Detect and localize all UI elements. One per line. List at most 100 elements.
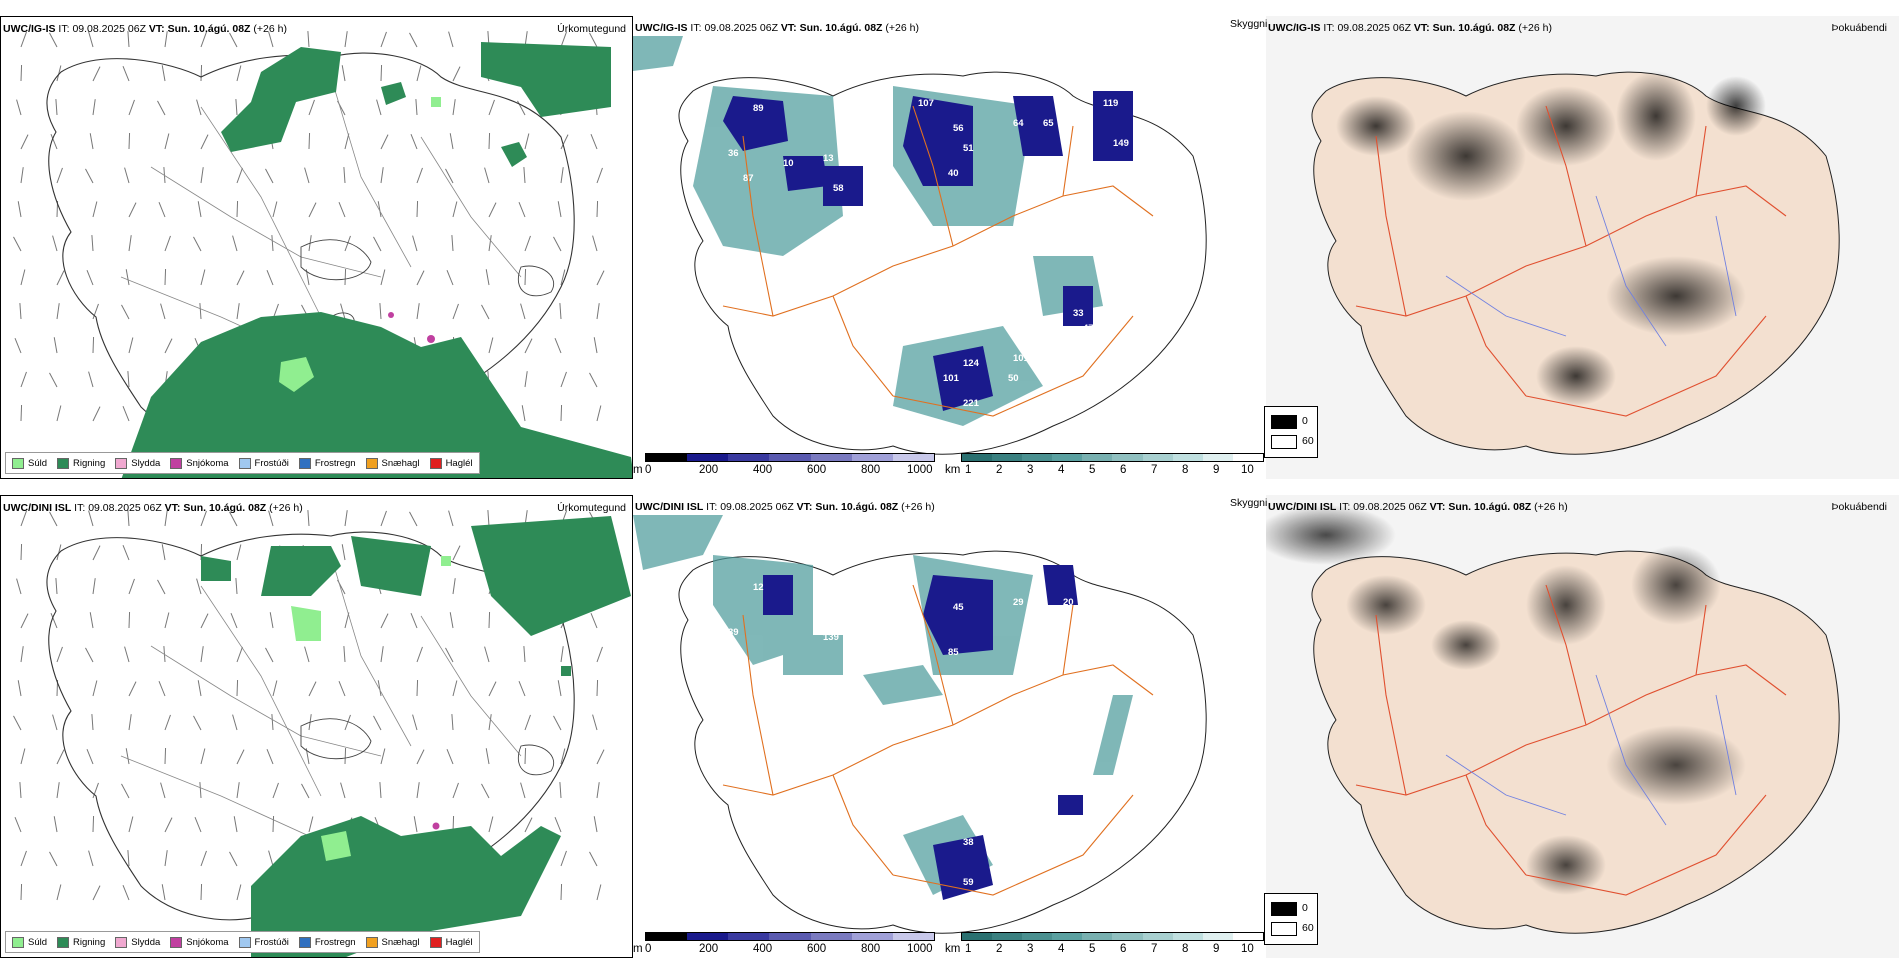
wind-barb: [488, 337, 494, 354]
cloud-base-label: 39: [728, 627, 739, 638]
fog-legend-black: [1271, 415, 1297, 429]
legend-item: Frostúði: [238, 457, 289, 469]
wind-barb: [236, 303, 240, 320]
wind-barb: [524, 133, 530, 150]
wind-barb: [161, 884, 166, 901]
wind-barb: [92, 885, 101, 901]
wind-barb: [596, 200, 599, 218]
field-name: Þokuábendi: [1831, 22, 1887, 34]
wind-barb: [410, 133, 418, 150]
wind-barb: [20, 543, 23, 561]
legend-item: Rigning: [57, 936, 105, 948]
wind-barb: [92, 336, 95, 354]
field-name: Úrkomutegund: [557, 23, 626, 35]
wind-barb: [56, 544, 62, 561]
wind-barb: [128, 816, 134, 833]
fog-legend-value: 0: [1302, 902, 1308, 914]
wind-barb: [92, 66, 101, 82]
wind-barb: [196, 578, 202, 595]
field-name: Úrkomutegund: [557, 502, 626, 514]
colorbar-tick: 1: [965, 464, 972, 476]
wind-barb: [200, 134, 209, 150]
wind-barb: [200, 883, 203, 901]
wind-barb: [164, 338, 173, 354]
cloud-base-label: 102: [1073, 128, 1089, 139]
wind-barb: [304, 646, 310, 663]
wind-barb: [445, 647, 454, 663]
wind-barb: [488, 235, 492, 252]
wind-barb: [229, 32, 238, 48]
wind-barb: [307, 31, 310, 48]
colorbar-tick: 1: [965, 943, 972, 955]
wind-barb: [596, 679, 599, 697]
colorbar-tick: 10: [1241, 943, 1254, 955]
colorbar-unit: m: [633, 943, 643, 955]
wind-barb: [164, 850, 168, 867]
wind-barb: [17, 201, 22, 218]
colorbar-tick: 600: [807, 943, 827, 955]
wind-barb: [53, 337, 58, 354]
colorbar-tick: 7: [1151, 943, 1158, 955]
wind-barb: [86, 748, 94, 765]
wind-barb: [524, 817, 533, 833]
wind-barb: [125, 748, 130, 765]
wind-barb: [560, 134, 569, 150]
panel-title: UWC/DINI ISL IT: 09.08.2025 06Z VT: Sun.…: [1268, 501, 1568, 513]
cloud-base-label: 119: [1103, 98, 1118, 109]
colorbar-tick: 200: [699, 943, 719, 955]
wind-barb: [344, 31, 348, 48]
wind-barb: [373, 236, 382, 252]
wind-barb: [14, 816, 22, 833]
wind-barb: [92, 680, 98, 697]
wind-barb: [559, 303, 562, 320]
wind-barb: [308, 681, 317, 697]
wind-barb: [92, 99, 96, 116]
wind-barb: [265, 168, 274, 184]
wind-barb: [164, 133, 170, 150]
wind-barb: [380, 646, 384, 663]
wind-barb: [56, 270, 65, 286]
wind-barb: [49, 851, 58, 867]
panel-title: UWC/IG-IS IT: 09.08.2025 06Z VT: Sun. 10…: [3, 23, 287, 35]
wind-barb: [199, 782, 202, 799]
wind-barb: [410, 612, 418, 629]
wind-barb: [446, 748, 454, 765]
colorbar-strip: [961, 932, 1264, 941]
legend-item: Snæhagl: [365, 457, 420, 469]
wind-barb: [122, 884, 130, 901]
wind-barb: [200, 850, 207, 867]
wind-barb: [128, 681, 137, 697]
colorbar-tick: 400: [753, 943, 773, 955]
wind-barb: [523, 646, 526, 663]
fog-legend: 0 60: [1264, 406, 1318, 458]
wind-barb: [560, 748, 566, 765]
wind-barb: [344, 268, 347, 286]
legend-item: Súld: [12, 936, 47, 948]
legend-swatch: [170, 936, 183, 948]
wind-barb: [20, 404, 23, 422]
wind-barb: [164, 268, 167, 286]
wind-barb: [452, 545, 461, 561]
wind-barb: [413, 816, 418, 833]
wind-barb: [448, 510, 454, 527]
wind-barb: [485, 269, 490, 286]
wind-barb: [553, 715, 562, 731]
wind-barb: [481, 783, 490, 799]
wind-barb: [308, 816, 314, 833]
cloud-base-label: 46: [1093, 338, 1104, 349]
wind-barb: [266, 269, 274, 286]
wind-barb: [590, 133, 598, 150]
wind-barb: [128, 611, 131, 629]
wind-barb: [452, 782, 459, 799]
wind-barb: [122, 544, 130, 561]
wind-barb: [518, 680, 526, 697]
wind-barb: [236, 679, 239, 697]
wind-barb: [589, 372, 598, 388]
cloud-base-label: 101: [1013, 353, 1030, 364]
cloud-base-label: 47: [1083, 323, 1094, 334]
legend-swatch: [57, 936, 70, 948]
wind-barb: [92, 201, 98, 218]
fog-legend-value: 0: [1302, 415, 1308, 427]
wind-barb: [127, 850, 130, 867]
wind-barb: [517, 100, 526, 116]
